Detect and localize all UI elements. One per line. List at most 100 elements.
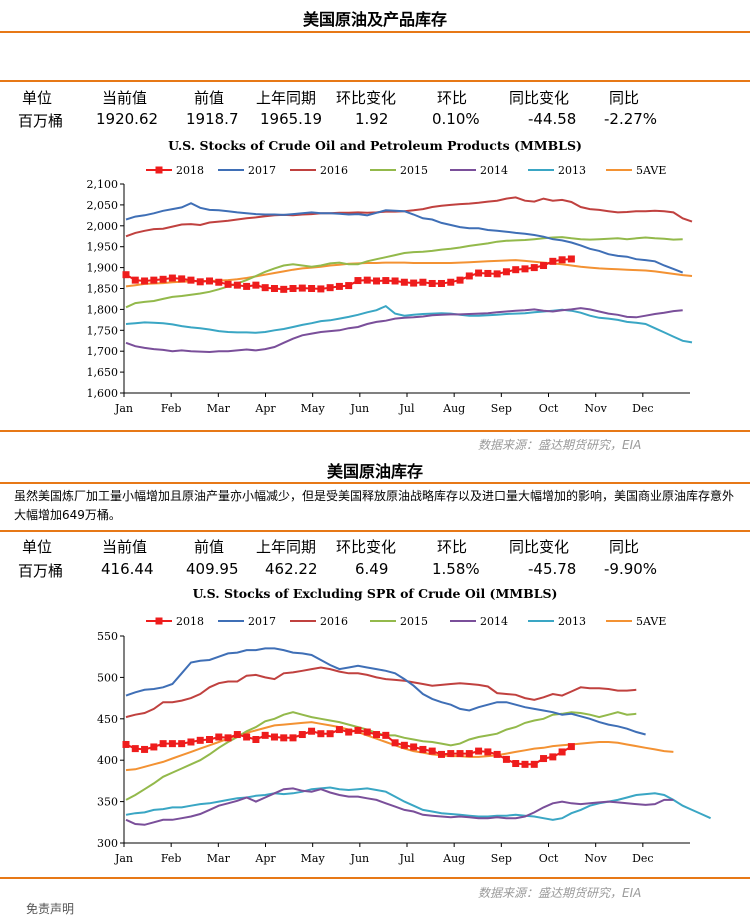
value-wow: 0.10% xyxy=(432,110,480,128)
header-yoy-change: 同比变化 xyxy=(509,538,570,556)
series-line-2015 xyxy=(125,236,683,309)
series-point-2018 xyxy=(354,277,362,285)
series-point-2018 xyxy=(298,284,306,292)
series-point-2018 xyxy=(502,268,510,276)
series-point-2018 xyxy=(475,269,483,277)
series-point-2018 xyxy=(270,733,278,741)
series-line-2014 xyxy=(125,307,683,354)
series-point-2018 xyxy=(326,284,334,292)
x-tick-label: Mar xyxy=(207,852,231,865)
x-tick-label: Apr xyxy=(254,852,276,865)
series-point-2018 xyxy=(233,281,241,289)
header-yoy-change: 同比变化 xyxy=(509,89,570,107)
section1-title: 美国原油及产品库存 xyxy=(302,10,447,29)
section1-bottom-rule xyxy=(0,430,750,432)
x-tick-label: Oct xyxy=(539,402,559,415)
series-point-2018 xyxy=(150,276,158,284)
y-tick-label: 1,600 xyxy=(87,387,119,400)
chart2-svg: 300 350 400 450 500 550 Jan Feb Mar Apr May Jun Jul A… xyxy=(97,615,712,865)
series-line-2016 xyxy=(125,196,693,238)
section2-title: 美国原油库存 xyxy=(326,462,423,481)
series-point-2018 xyxy=(280,734,288,742)
series-point-2018 xyxy=(512,266,520,274)
series-line-2013 xyxy=(125,304,693,344)
series-point-2018 xyxy=(410,743,418,751)
series-point-2018 xyxy=(168,274,176,282)
x-tick-label: Nov xyxy=(584,402,607,415)
y-tick-label: 1,850 xyxy=(87,283,119,296)
series-point-2018 xyxy=(233,731,241,739)
x-tick-label: Dec xyxy=(632,402,654,415)
x-tick-label: Sep xyxy=(491,852,512,865)
header-yoy: 同比 xyxy=(609,538,640,556)
series-point-2018 xyxy=(326,730,334,738)
section1-top-rule xyxy=(0,31,750,33)
header-wow: 环比 xyxy=(437,538,468,556)
series-point-2018 xyxy=(196,736,204,744)
y-tick-label: 1,800 xyxy=(87,303,119,316)
section2-top-rule xyxy=(0,482,750,484)
series-point-2018 xyxy=(382,277,390,285)
series-line-2013 xyxy=(125,786,712,821)
series-point-2018 xyxy=(280,285,288,293)
legend-label-5AVE: 5AVE xyxy=(636,164,666,177)
series-point-2018 xyxy=(141,745,149,753)
section2-header-rule xyxy=(0,530,750,532)
series-point-2018 xyxy=(335,726,343,734)
y-tick-label: 500 xyxy=(97,671,118,684)
legend-label-2018: 2018 xyxy=(176,615,204,628)
series-point-2018 xyxy=(224,280,232,288)
legend-label-2013: 2013 xyxy=(558,164,586,177)
series-point-2018 xyxy=(484,748,492,756)
series-point-2018 xyxy=(558,748,566,756)
series-point-2018 xyxy=(345,282,353,290)
header-previous: 前值 xyxy=(194,89,225,107)
chart1-title: U.S. Stocks of Crude Oil and Petroleum P… xyxy=(168,138,582,153)
series-point-2018 xyxy=(437,750,445,758)
legend-marker-2018 xyxy=(155,617,163,625)
series-point-2018 xyxy=(540,262,548,270)
value-yoy: -2.27% xyxy=(604,110,658,128)
value-unit: 百万桶 xyxy=(18,112,64,130)
series-point-2018 xyxy=(261,731,269,739)
series-point-2018 xyxy=(141,277,149,285)
x-tick-label: Oct xyxy=(539,852,559,865)
series-point-2018 xyxy=(122,271,130,279)
series-point-2018 xyxy=(502,755,510,763)
header-wow: 环比 xyxy=(437,89,468,107)
series-point-2018 xyxy=(178,740,186,748)
series-point-2018 xyxy=(540,755,548,763)
series-point-2018 xyxy=(252,281,260,289)
section1-header-row: 单位 当前值 前值 上年同期 环比变化 环比 同比变化 同比 xyxy=(0,87,750,109)
series-point-2018 xyxy=(530,264,538,272)
header-unit: 单位 xyxy=(22,538,53,556)
series-line-2017 xyxy=(125,647,646,736)
series-point-2018 xyxy=(308,285,316,292)
series-point-2018 xyxy=(317,730,325,738)
x-tick-label: Feb xyxy=(161,402,182,415)
y-tick-label: 2,050 xyxy=(87,199,119,212)
series-point-2018 xyxy=(391,277,399,285)
series-point-2018 xyxy=(215,278,223,286)
series-point-2018 xyxy=(308,727,316,735)
y-tick-label: 1,950 xyxy=(87,241,119,254)
section1-header-rule xyxy=(0,80,750,82)
series-point-2018 xyxy=(419,745,427,753)
series-point-2018 xyxy=(206,736,214,743)
y-tick-label: 1,650 xyxy=(87,366,119,379)
series-point-2018 xyxy=(373,277,381,285)
header-wow-change: 环比变化 xyxy=(336,538,397,556)
value-last-year: 462.22 xyxy=(265,560,318,578)
series-point-2018 xyxy=(428,747,436,755)
x-tick-label: Mar xyxy=(207,402,231,415)
series-point-2018 xyxy=(159,275,167,283)
section1-value-row: 百万桶 1920.62 1918.7 1965.19 1.92 0.10% -4… xyxy=(0,110,750,132)
x-tick-label: Jan xyxy=(114,852,133,865)
legend-label-2014: 2014 xyxy=(480,164,508,177)
y-tick-label: 550 xyxy=(97,630,118,643)
value-wow-change: 6.49 xyxy=(355,560,389,578)
series-line-5AVE xyxy=(125,721,674,772)
series-point-2018 xyxy=(178,275,186,283)
section2-value-row: 百万桶 416.44 409.95 462.22 6.49 1.58% -45.… xyxy=(0,560,750,582)
series-point-2018 xyxy=(317,285,325,293)
